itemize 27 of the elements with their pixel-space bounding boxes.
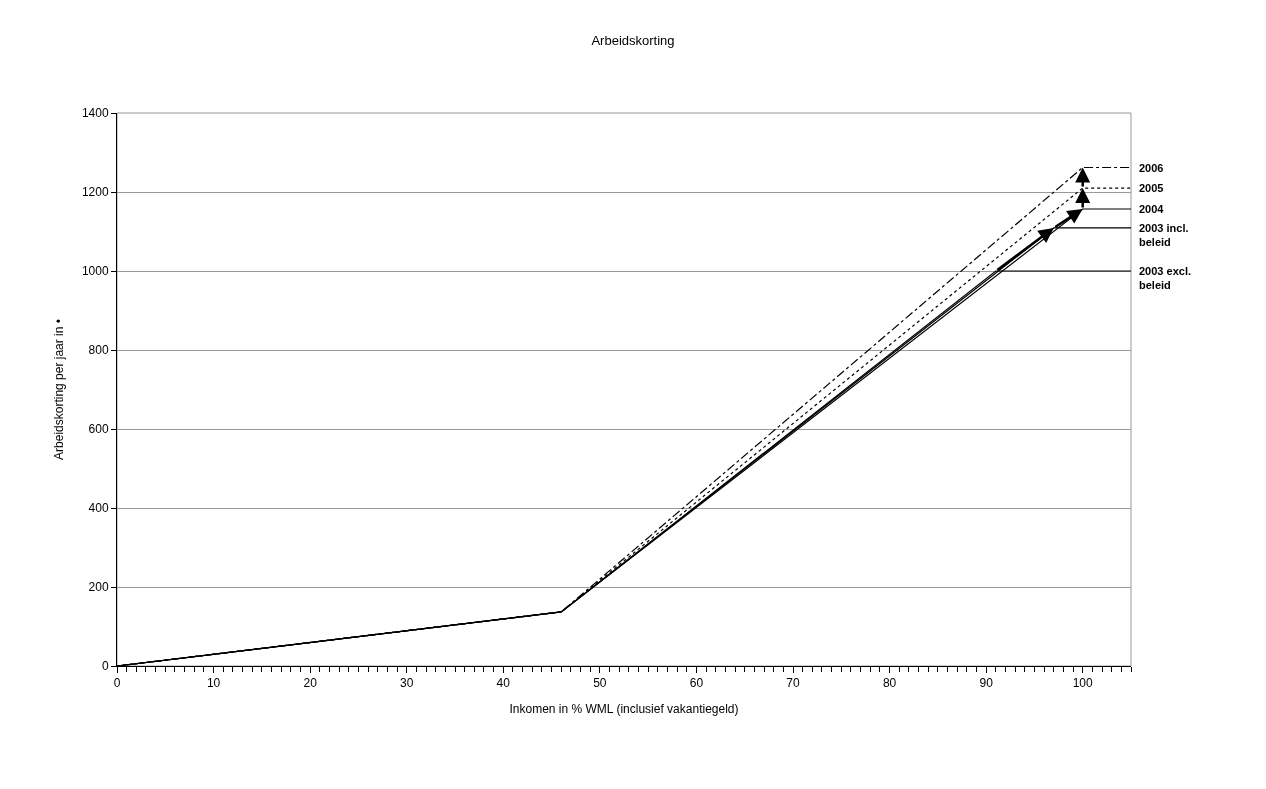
x-tick-label: 10: [206, 676, 221, 691]
y-tick-label: 1200: [81, 185, 109, 200]
y-tick-label: 800: [88, 343, 109, 358]
x-tick-label: 0: [113, 676, 121, 691]
x-tick-label: 30: [400, 676, 414, 691]
x-axis-title: Inkomen in % WML (inclusief vakantiegeld): [509, 702, 739, 717]
x-tick-label: 90: [979, 676, 994, 691]
y-tick-label: 1400: [81, 106, 109, 121]
series-label: 2004: [1139, 203, 1165, 215]
x-tick-label: 100: [1072, 676, 1094, 691]
x-tick-label: 50: [593, 676, 607, 691]
series-label: 2003 incl. beleid: [1139, 222, 1189, 249]
series-label: 2003 excl. beleid: [1139, 265, 1191, 292]
y-tick-label: 600: [88, 422, 109, 437]
x-tick-label: 80: [882, 676, 897, 691]
x-tick-label: 20: [303, 676, 318, 691]
series-label: 2006: [1139, 162, 1164, 174]
series-label: 2005: [1139, 182, 1164, 194]
y-axis-title: Arbeidskorting per jaar in •: [52, 319, 67, 460]
y-tick-label: 200: [88, 580, 109, 595]
y-tick-label: 0: [101, 659, 109, 674]
x-tick-label: 60: [689, 676, 704, 691]
x-tick-label: 40: [496, 676, 511, 691]
x-tick-label: 70: [786, 676, 800, 691]
y-tick-label: 400: [88, 501, 109, 516]
y-tick-label: 1000: [81, 264, 109, 279]
chart-title: Arbeidskorting: [591, 32, 675, 48]
